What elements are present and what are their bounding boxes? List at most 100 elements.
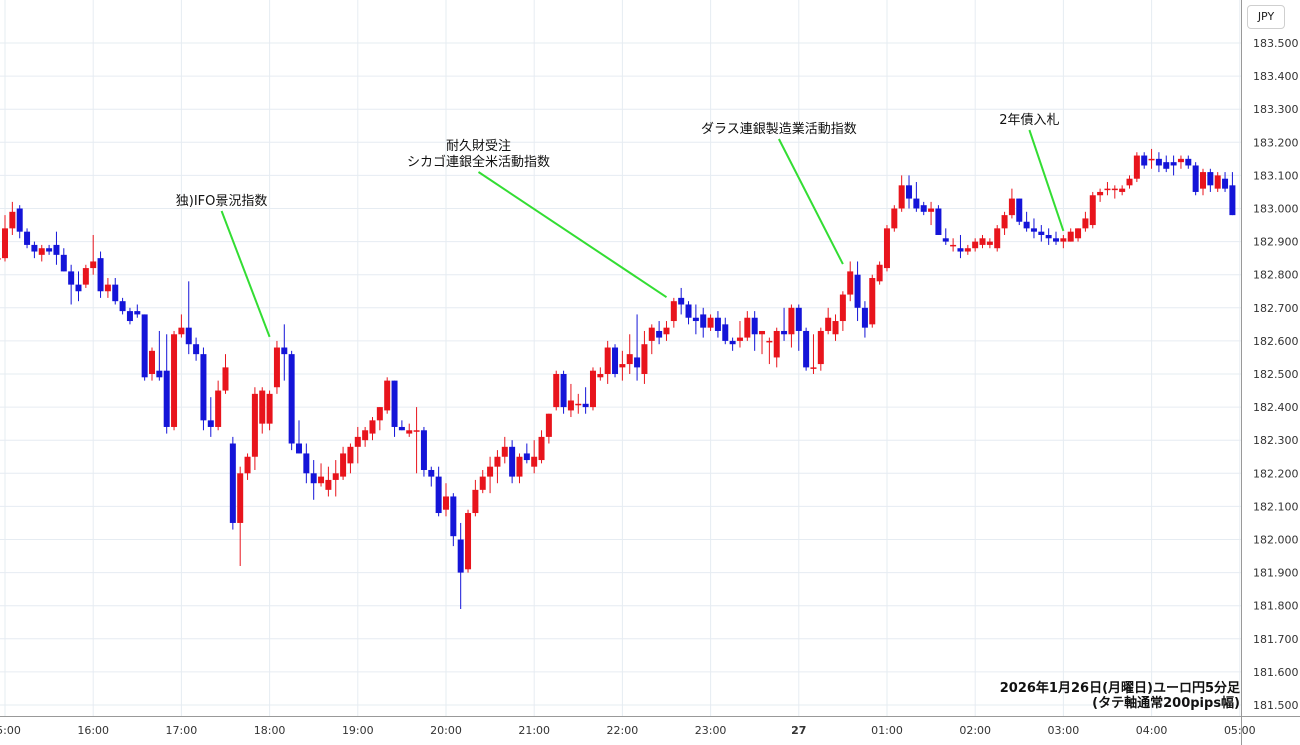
candle-up — [1133, 152, 1140, 183]
candle-body — [1155, 158, 1162, 166]
candle-body — [112, 284, 119, 302]
candle-body — [251, 393, 258, 457]
candle-body — [854, 274, 861, 308]
candle-up — [538, 430, 545, 464]
candle-up — [325, 466, 332, 497]
candle-body — [222, 367, 229, 391]
candle-body — [626, 354, 633, 365]
candle-body — [134, 311, 141, 315]
candle-body — [148, 350, 155, 374]
candle-up — [1148, 148, 1155, 169]
candle-body — [898, 185, 905, 209]
candle-body — [310, 473, 317, 484]
candle-up — [648, 324, 655, 355]
candle-body — [523, 453, 530, 461]
candle-down — [156, 330, 163, 381]
candle-up — [318, 463, 325, 487]
candle-body — [200, 354, 207, 421]
y-tick-label: 182.200 — [1253, 467, 1299, 480]
candle-down — [906, 175, 913, 209]
candle-up — [1075, 228, 1082, 242]
y-tick-label: 183.400 — [1253, 70, 1299, 83]
candle-body — [406, 430, 413, 434]
candle-down — [1185, 155, 1192, 169]
candle-body — [516, 456, 523, 477]
candle-up — [442, 483, 449, 517]
candle-down — [53, 231, 60, 265]
candle-up — [1082, 211, 1089, 232]
candle-body — [325, 479, 332, 490]
candle-body — [935, 208, 942, 235]
candle-up — [1097, 188, 1104, 202]
candle-body — [369, 420, 376, 434]
annotation-label: シカゴ連銀全米活動指数 — [407, 154, 550, 170]
candle-up — [876, 261, 883, 285]
candle-down — [126, 307, 133, 325]
candle-down — [1141, 152, 1148, 169]
currency-label[interactable]: JPY — [1247, 5, 1285, 29]
candle-body — [428, 469, 435, 477]
candle-down — [722, 317, 729, 345]
candle-down — [141, 314, 148, 381]
candle-body — [119, 301, 126, 312]
candle-down — [582, 387, 589, 414]
candle-body — [259, 390, 266, 424]
candle-down — [435, 466, 442, 517]
candle-body — [1207, 172, 1214, 186]
candle-body — [465, 513, 472, 570]
candle-down — [795, 304, 802, 351]
candle-down — [200, 347, 207, 431]
candle-up — [244, 453, 251, 480]
candle-body — [318, 476, 325, 484]
candle-up — [2, 215, 9, 262]
candle-down — [134, 304, 141, 318]
candle-up — [465, 509, 472, 573]
candle-up — [479, 469, 486, 494]
candle-up — [898, 175, 905, 212]
x-tick-label: 15:00 — [0, 724, 21, 737]
candle-body — [597, 374, 604, 378]
candle-up — [9, 201, 16, 235]
caption-line-1: 2026年1月26日(月曜日)ユーロ円5分足 — [999, 681, 1240, 696]
candle-body — [692, 317, 699, 322]
candle-body — [171, 334, 178, 427]
candle-up — [986, 238, 993, 249]
candle-down — [1053, 231, 1060, 245]
candle-series — [0, 148, 1236, 610]
candle-down — [24, 228, 31, 249]
candle-body — [362, 430, 369, 441]
candle-down — [207, 397, 214, 437]
candle-body — [75, 284, 82, 292]
candle-body — [832, 321, 839, 335]
y-tick-label: 182.400 — [1253, 401, 1299, 414]
candle-body — [1030, 228, 1037, 232]
candle-body — [795, 307, 802, 331]
candle-body — [648, 327, 655, 341]
candle-up — [928, 201, 935, 226]
candle-down — [1222, 172, 1229, 192]
y-tick-label: 183.300 — [1253, 103, 1299, 116]
candle-body — [509, 446, 516, 477]
candle-body — [1192, 165, 1199, 192]
candle-body — [163, 370, 170, 427]
candle-up — [104, 278, 111, 298]
candle-up — [494, 450, 501, 484]
candle-down — [1170, 155, 1177, 176]
candle-body — [825, 317, 832, 331]
y-tick-label: 182.600 — [1253, 335, 1299, 348]
candle-body — [906, 185, 913, 199]
candle-up — [384, 377, 391, 414]
candle-body — [68, 271, 75, 285]
candle-body — [1170, 162, 1177, 166]
candle-body — [781, 330, 788, 335]
candle-body — [1222, 178, 1229, 189]
candle-body — [2, 228, 9, 259]
annotation-callout-line — [1028, 129, 1065, 232]
candle-up — [663, 321, 670, 341]
candle-up — [545, 413, 552, 444]
candle-body — [1075, 228, 1082, 239]
candle-body — [487, 466, 494, 477]
candle-up — [1126, 175, 1133, 189]
chart-caption: 2026年1月26日(月曜日)ユーロ円5分足 (タテ軸通常200pips幅) — [1000, 681, 1240, 711]
